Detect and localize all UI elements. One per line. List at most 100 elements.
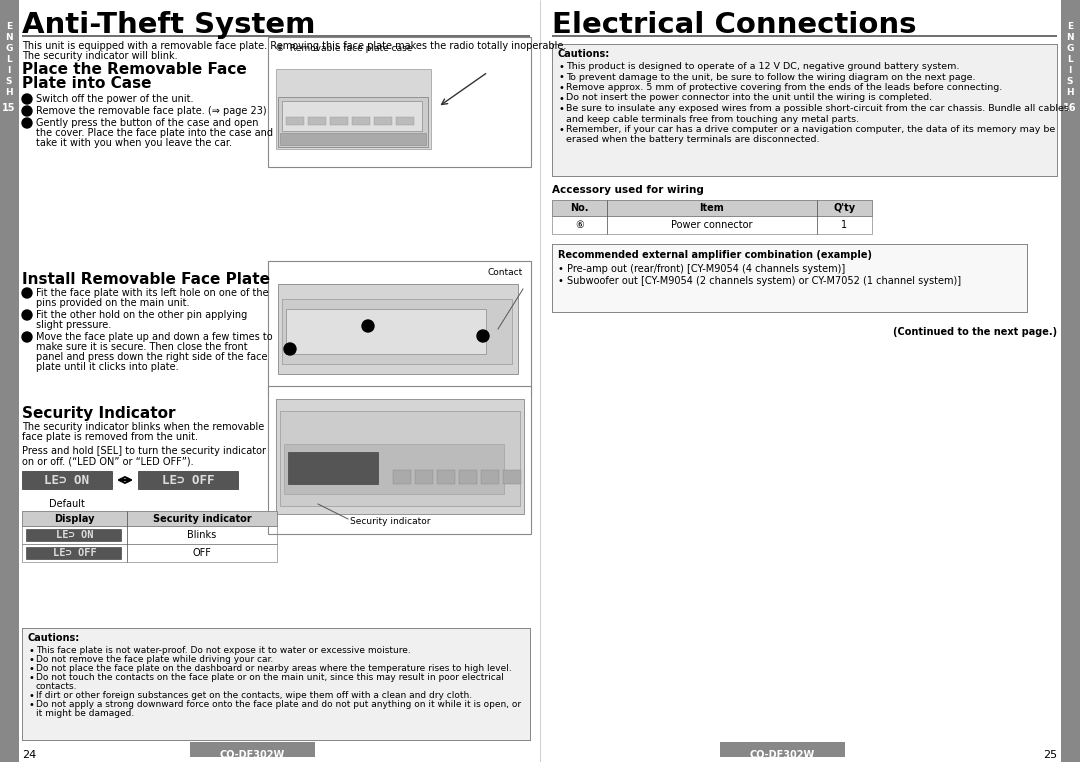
Bar (396, 117, 414, 125)
Bar (22, 471, 112, 489)
Text: Power connector: Power connector (672, 220, 753, 230)
Text: contacts.: contacts. (36, 682, 78, 691)
Text: I: I (8, 66, 11, 75)
Text: Do not remove the face plate while driving your car.: Do not remove the face plate while drivi… (36, 655, 273, 664)
Text: Accessory used for wiring: Accessory used for wiring (552, 185, 704, 195)
Bar (330, 117, 348, 125)
Text: LE⊃ OFF: LE⊃ OFF (53, 548, 96, 558)
Text: Default: Default (49, 499, 85, 509)
Text: L: L (1067, 55, 1072, 64)
Bar (0, 0, 19, 762)
Bar (22, 544, 276, 562)
Text: N: N (5, 33, 13, 42)
Text: Press and hold [SEL] to turn the security indicator: Press and hold [SEL] to turn the securit… (22, 446, 266, 456)
Text: • Pre-amp out (rear/front) [CY-M9054 (4 channels system)]: • Pre-amp out (rear/front) [CY-M9054 (4 … (558, 264, 846, 274)
Bar (26, 547, 121, 559)
Text: •: • (28, 691, 33, 701)
Circle shape (362, 320, 374, 332)
Text: Gently press the button of the case and open: Gently press the button of the case and … (36, 118, 258, 128)
Bar (552, 200, 872, 216)
Text: Security Indicator: Security Indicator (22, 406, 175, 421)
Text: LE⊃ ON: LE⊃ ON (56, 530, 93, 540)
Text: 3: 3 (25, 334, 29, 342)
Bar (374, 117, 392, 125)
Text: G: G (5, 44, 13, 53)
Bar (282, 299, 512, 364)
Bar (282, 101, 422, 131)
Bar (268, 261, 531, 394)
Text: The security indicator will blink.: The security indicator will blink. (22, 51, 177, 61)
Circle shape (22, 118, 32, 128)
Text: Remember, if your car has a drive computer or a navigation computer, the data of: Remember, if your car has a drive comput… (566, 125, 1055, 134)
Text: 1: 1 (25, 95, 29, 104)
Bar (552, 244, 1027, 312)
Text: •: • (558, 94, 564, 104)
Text: S: S (1067, 77, 1074, 86)
Bar (22, 511, 276, 526)
Text: Remove the removable face plate. (⇒ page 23): Remove the removable face plate. (⇒ page… (36, 106, 267, 116)
Text: To prevent damage to the unit, be sure to follow the wiring diagram on the next : To prevent damage to the unit, be sure t… (566, 72, 975, 82)
Text: •: • (28, 664, 33, 674)
Bar (720, 742, 845, 757)
Bar (278, 284, 518, 374)
Text: This unit is equipped with a removable face plate. Removing this face plate make: This unit is equipped with a removable f… (22, 41, 566, 51)
Circle shape (22, 94, 32, 104)
Text: •: • (28, 673, 33, 683)
Text: 15: 15 (2, 103, 16, 113)
Text: Cautions:: Cautions: (557, 49, 609, 59)
Text: Fit the face plate with its left hole on one of the: Fit the face plate with its left hole on… (36, 288, 269, 298)
Text: No.: No. (570, 203, 589, 213)
Text: Remove approx. 5 mm of protective covering from the ends of the leads before con: Remove approx. 5 mm of protective coveri… (566, 83, 1002, 92)
Text: LE⊃ OFF: LE⊃ OFF (162, 473, 214, 486)
Text: 1: 1 (287, 345, 293, 354)
Bar (552, 244, 1027, 312)
Bar (415, 470, 433, 484)
Bar (22, 526, 276, 544)
Text: 2: 2 (25, 107, 29, 117)
Text: erased when the battery terminals are disconnected.: erased when the battery terminals are di… (566, 136, 820, 145)
Bar (26, 529, 121, 541)
Bar (268, 37, 531, 167)
Text: Contact: Contact (488, 268, 523, 277)
Bar (503, 470, 521, 484)
Text: on or off. (“LED ON” or “LED OFF”).: on or off. (“LED ON” or “LED OFF”). (22, 456, 193, 466)
Bar (280, 133, 426, 145)
Text: •: • (28, 646, 33, 656)
Bar (284, 444, 504, 494)
Text: face plate is removed from the unit.: face plate is removed from the unit. (22, 432, 198, 442)
Text: LE⊃ ON: LE⊃ ON (44, 473, 90, 486)
Text: H: H (1066, 88, 1074, 97)
Text: 16: 16 (1063, 103, 1077, 113)
Text: Fit the other hold on the other pin applying: Fit the other hold on the other pin appl… (36, 310, 247, 320)
Text: ⑥: ⑥ (576, 220, 584, 230)
Bar (288, 452, 378, 484)
Text: (Continued to the next page.): (Continued to the next page.) (893, 327, 1057, 337)
Text: •: • (558, 62, 564, 72)
Text: pins provided on the main unit.: pins provided on the main unit. (36, 298, 189, 308)
Bar (22, 628, 530, 740)
Text: Security indicator: Security indicator (350, 517, 431, 526)
Text: and keep cable terminals free from touching any metal parts.: and keep cable terminals free from touch… (566, 114, 859, 123)
Bar (190, 742, 315, 757)
Circle shape (22, 288, 32, 298)
Text: Q'ty: Q'ty (834, 203, 855, 213)
Text: CQ-DF302W: CQ-DF302W (750, 750, 814, 760)
Text: Display: Display (54, 514, 95, 523)
Text: 2: 2 (481, 332, 486, 341)
Text: If dirt or other foreign substances get on the contacts, wipe them off with a cl: If dirt or other foreign substances get … (36, 691, 472, 700)
Text: plate until it clicks into plate.: plate until it clicks into plate. (36, 362, 178, 372)
Text: Do not touch the contacts on the face plate or on the main unit, since this may : Do not touch the contacts on the face pl… (36, 673, 504, 682)
Text: Do not place the face plate on the dashboard or nearby areas where the temperatu: Do not place the face plate on the dashb… (36, 664, 512, 673)
Bar (552, 44, 1057, 176)
Bar (138, 471, 238, 489)
Text: 1: 1 (841, 220, 848, 230)
Text: Place the Removable Face: Place the Removable Face (22, 62, 246, 77)
Bar (459, 470, 477, 484)
Text: The security indicator blinks when the removable: The security indicator blinks when the r… (22, 422, 265, 432)
Text: Electrical Connections: Electrical Connections (552, 11, 917, 39)
Text: it might be damaged.: it might be damaged. (36, 709, 134, 718)
Bar (1061, 0, 1080, 762)
Bar (352, 117, 370, 125)
Text: Move the face plate up and down a few times to: Move the face plate up and down a few ti… (36, 332, 272, 342)
Text: the cover. Place the face plate into the case and: the cover. Place the face plate into the… (36, 128, 273, 138)
